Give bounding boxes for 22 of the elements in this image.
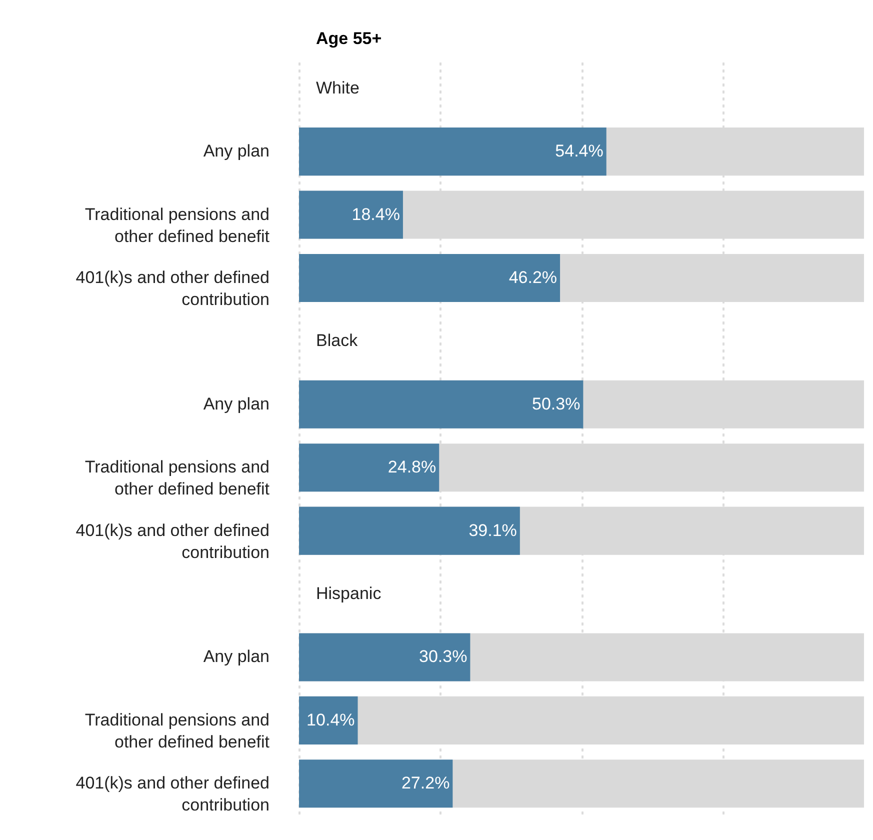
data-label: 30.3% (418, 647, 468, 666)
data-label: 10.4% (306, 710, 355, 730)
annotation: Hispanic (316, 584, 382, 604)
data-label: 24.8% (388, 458, 436, 477)
annotation: Black (316, 331, 358, 350)
data-label: 27.2% (401, 774, 450, 793)
data-label: 39.1% (468, 520, 517, 540)
y-tick-label: 401(k)s and other defined contribution (76, 774, 270, 815)
data-label: 46.2% (508, 268, 558, 287)
y-tick-label: 401(k)s and other defined contribution (76, 268, 270, 309)
data-label: 54.4% (555, 142, 604, 161)
y-tick-label: Traditional pensions and other defined benefit (84, 458, 270, 499)
y-tick-label: Any plan (203, 394, 270, 414)
data-label: 18.4% (352, 204, 400, 224)
y-tick-label: Traditional pensions and other defined benefit (84, 204, 270, 246)
annotation: White (316, 78, 360, 98)
y-tick-label: Any plan (203, 647, 270, 666)
y-tick-label: Traditional pensions and other defined benefit (84, 710, 270, 752)
chart-title: Age 55+ (316, 29, 382, 48)
y-tick-label: 401(k)s and other defined contribution (76, 520, 270, 562)
data-label: 50.3% (532, 394, 580, 414)
y-tick-label: Any plan (203, 142, 270, 161)
